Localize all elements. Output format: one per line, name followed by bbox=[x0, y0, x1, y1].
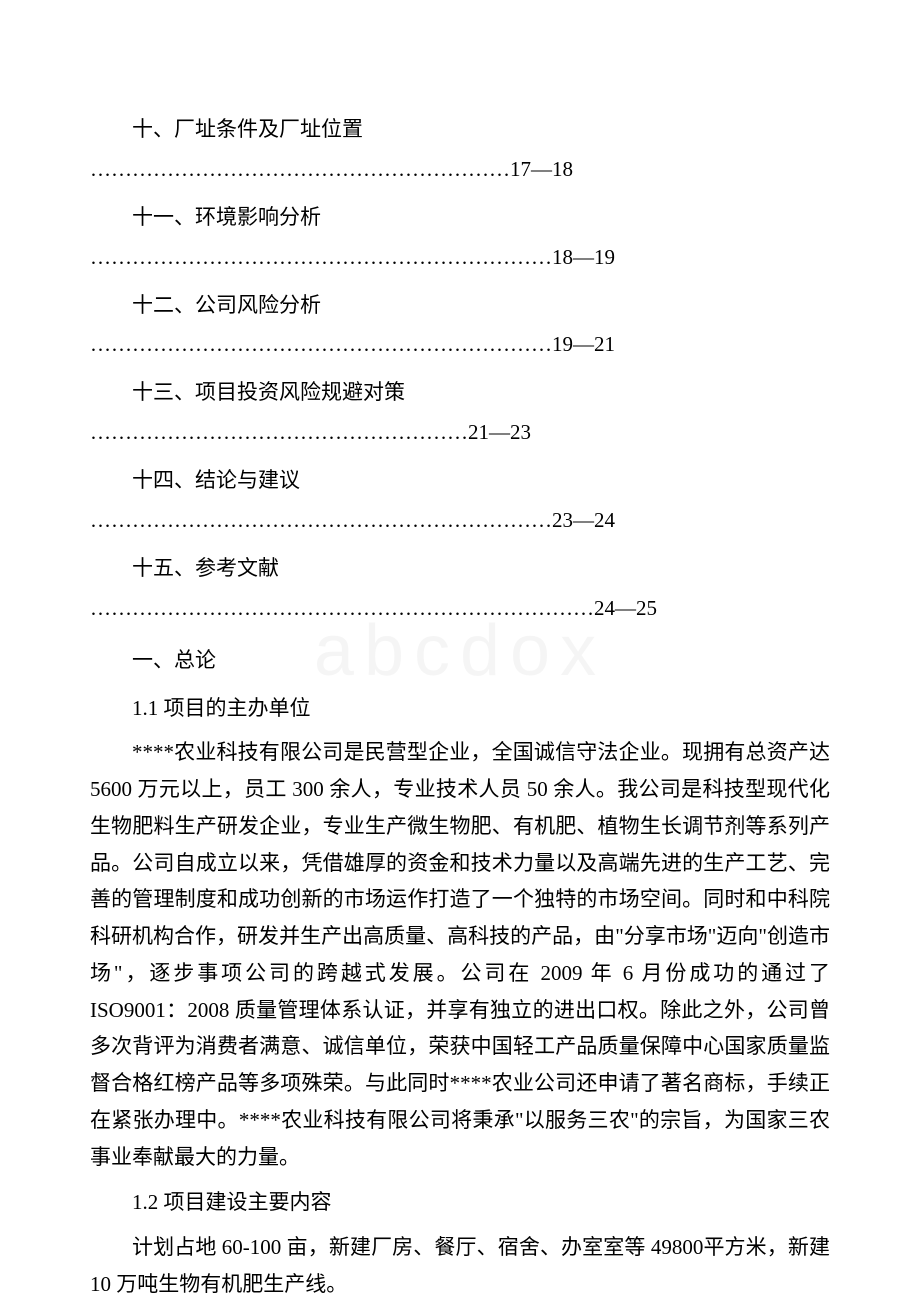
subheading-1-1: 1.1 项目的主办单位 bbox=[90, 689, 830, 729]
page-content: 十、厂址条件及厂址位置 ……………………………………………………17—18 十一… bbox=[90, 110, 830, 1303]
toc-entry-13: 十三、项目投资风险规避对策 ………………………………………………21—23 bbox=[90, 373, 830, 453]
toc-title: 十二、公司风险分析 bbox=[90, 286, 830, 326]
toc-title: 十、厂址条件及厂址位置 bbox=[90, 110, 830, 150]
toc-leader: …………………………………………………………23—24 bbox=[90, 501, 830, 541]
toc-entry-11: 十一、环境影响分析 …………………………………………………………18—19 bbox=[90, 198, 830, 278]
toc-entry-15: 十五、参考文献 ………………………………………………………………24—25 bbox=[90, 549, 830, 629]
toc-title: 十三、项目投资风险规避对策 bbox=[90, 373, 830, 413]
subheading-1-2: 1.2 项目建设主要内容 bbox=[90, 1183, 830, 1223]
toc-entry-14: 十四、结论与建议 …………………………………………………………23—24 bbox=[90, 461, 830, 541]
toc-entry-12: 十二、公司风险分析 …………………………………………………………19—21 bbox=[90, 286, 830, 366]
toc-entry-10: 十、厂址条件及厂址位置 ……………………………………………………17—18 bbox=[90, 110, 830, 190]
toc-leader: …………………………………………………………19—21 bbox=[90, 325, 830, 365]
paragraph-1-2: 计划占地 60-100 亩，新建厂房、餐厅、宿舍、办室室等 49800平方米，新… bbox=[90, 1229, 830, 1303]
heading-1: 一、总论 bbox=[90, 641, 830, 681]
toc-title: 十五、参考文献 bbox=[90, 549, 830, 589]
toc-leader: …………………………………………………………18—19 bbox=[90, 238, 830, 278]
toc-title: 十一、环境影响分析 bbox=[90, 198, 830, 238]
toc-leader: ………………………………………………21—23 bbox=[90, 413, 830, 453]
paragraph-1-1: ****农业科技有限公司是民营型企业，全国诚信守法企业。现拥有总资产达 5600… bbox=[90, 734, 830, 1175]
toc-leader: ……………………………………………………17—18 bbox=[90, 150, 830, 190]
toc-title: 十四、结论与建议 bbox=[90, 461, 830, 501]
toc-leader: ………………………………………………………………24—25 bbox=[90, 589, 830, 629]
